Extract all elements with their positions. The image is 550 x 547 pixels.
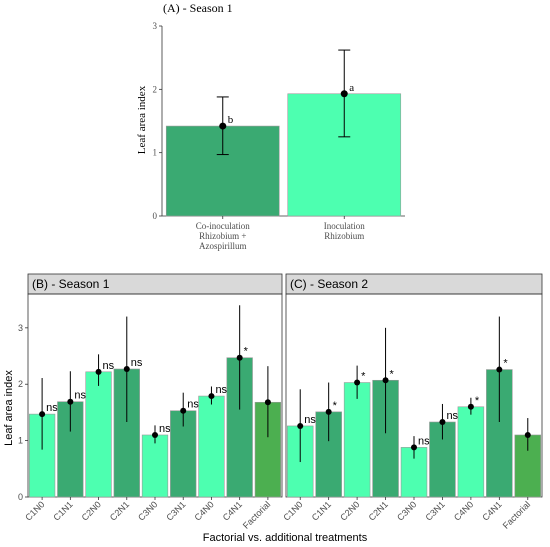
- x-tick-label: C4N1: [221, 499, 244, 522]
- significance-label: *: [503, 358, 508, 370]
- significance-label: a: [349, 82, 354, 94]
- significance-label: ns: [131, 357, 143, 369]
- chart-c-title: (C) - Season 2: [290, 277, 368, 291]
- significance-label: *: [390, 368, 395, 380]
- x-tick-label: C2N1: [367, 499, 390, 522]
- x-tick-label: Azospirillum: [199, 241, 247, 251]
- mean-point: [325, 408, 332, 415]
- x-tick-label: C3N1: [164, 499, 187, 522]
- chart-b-plot-area: 0 1 2 3 ns C1N0 ns C1N1 ns C2N0 ns C2N1 ns C3N0 ns C3N1…: [18, 293, 283, 531]
- mean-point: [95, 368, 102, 375]
- mean-point: [236, 354, 243, 361]
- x-tick-label: C2N0: [80, 499, 103, 522]
- y-tick-label: 3: [18, 323, 23, 333]
- significance-label: *: [333, 400, 338, 412]
- chart-b-title: (B) - Season 1: [32, 277, 110, 291]
- x-tick-label: Co-inoculation: [196, 221, 250, 231]
- mean-point: [39, 411, 46, 418]
- chart-bc-x-axis-title: Factorial vs. additional treatments: [203, 532, 368, 544]
- significance-label: ns: [46, 402, 58, 414]
- mean-point: [340, 90, 348, 98]
- bar-c4n0: [457, 406, 485, 498]
- chart-c: (C) - Season 2 ns C1N0 * C1N1 * C2N0 * C2N1 ns C3…: [281, 273, 543, 531]
- significance-label: ns: [74, 390, 86, 402]
- x-tick-label: C4N1: [480, 499, 503, 522]
- y-tick-label: 3: [153, 21, 158, 31]
- significance-label: *: [475, 395, 480, 407]
- y-tick-label: 1: [18, 436, 23, 446]
- y-tick-label: 0: [153, 211, 158, 221]
- x-tick-label: Inoculation: [324, 221, 365, 231]
- x-tick-label: Factorial: [501, 499, 532, 530]
- chart-b: (B) - Season 1 0 1 2 3 ns C1N0 ns C1N1 ns C2N0 ns C…: [18, 273, 283, 531]
- significance-label: b: [228, 114, 234, 126]
- significance-label: ns: [103, 360, 115, 372]
- significance-label: *: [244, 346, 249, 358]
- bar-c3n0: [141, 434, 169, 498]
- mean-point: [496, 366, 503, 373]
- mean-point: [467, 403, 474, 410]
- significance-label: ns: [418, 435, 430, 447]
- chart-a-y-axis-title: Leaf area index: [136, 85, 148, 154]
- x-tick-label: C1N0: [281, 499, 304, 522]
- significance-label: ns: [304, 414, 316, 426]
- mean-point: [67, 398, 74, 405]
- x-tick-label: C4N0: [193, 499, 216, 522]
- mean-point: [439, 419, 446, 426]
- significance-label: ns: [159, 423, 171, 435]
- y-tick-label: 2: [153, 84, 158, 94]
- x-tick-label: C2N1: [108, 499, 131, 522]
- chart-a: (A) - Season 1 Leaf area index 0 1 2 3 b Co-i…: [136, 1, 405, 251]
- mean-point: [524, 431, 531, 438]
- x-tick-label: C1N1: [310, 499, 333, 522]
- chart-c-plot-area: ns C1N0 * C1N1 * C2N0 * C2N1 ns C3N0 ns C3N1 * C4N0 * C…: [281, 293, 543, 531]
- mean-point: [219, 122, 227, 130]
- mean-point: [411, 444, 417, 451]
- bar-c1n1: [57, 401, 84, 498]
- x-tick-label: Rhizobium +: [199, 231, 246, 241]
- x-tick-label: C4N0: [452, 499, 475, 522]
- mean-point: [382, 377, 389, 384]
- mean-point: [208, 393, 215, 400]
- significance-label: ns: [187, 399, 199, 411]
- x-tick-label: C1N1: [51, 499, 74, 522]
- significance-label: ns: [446, 410, 458, 422]
- mean-point: [354, 379, 361, 386]
- x-tick-label: C3N0: [136, 499, 159, 522]
- y-tick-label: 1: [153, 148, 158, 158]
- significance-label: ns: [215, 384, 227, 396]
- bar-c2n0: [85, 371, 112, 498]
- x-tick-label: C2N0: [338, 499, 361, 522]
- bar-c4n0: [198, 395, 225, 498]
- mean-point: [123, 365, 130, 372]
- x-tick-label: C3N0: [395, 499, 418, 522]
- x-tick-label: C1N0: [23, 499, 46, 522]
- chart-bc-y-axis-title: Leaf area index: [3, 370, 15, 446]
- chart-a-title: (A) - Season 1: [163, 1, 233, 15]
- y-tick-label: 0: [18, 492, 23, 502]
- mean-point: [297, 422, 304, 429]
- y-tick-label: 2: [18, 379, 23, 389]
- x-tick-label: Factorial: [241, 499, 272, 530]
- x-tick-label: Rhizobium: [324, 231, 364, 241]
- mean-point: [180, 407, 187, 414]
- mean-point: [152, 431, 158, 438]
- significance-label: *: [361, 371, 366, 383]
- bar-c2n0: [343, 382, 371, 498]
- x-tick-label: C3N1: [424, 499, 447, 522]
- mean-point: [264, 399, 271, 406]
